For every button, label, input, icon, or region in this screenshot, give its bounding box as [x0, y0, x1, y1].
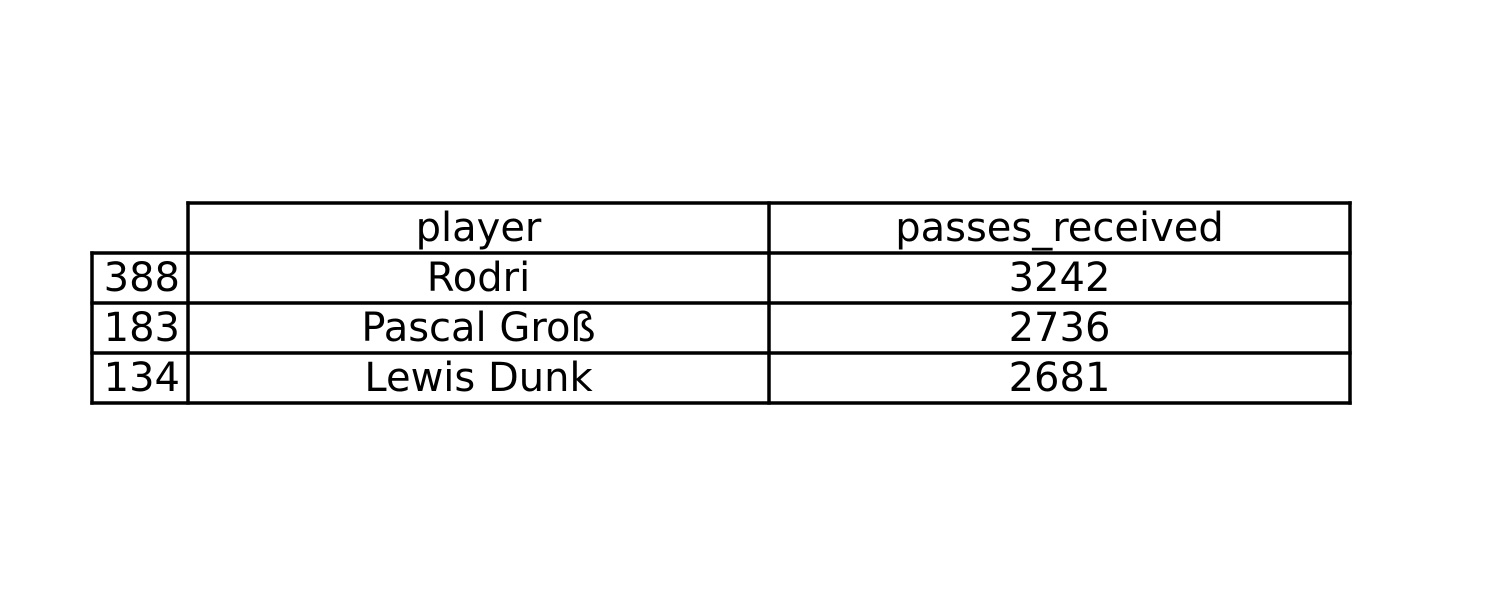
- player-cell: Pascal Groß: [361, 305, 595, 351]
- row-index: 134: [104, 355, 180, 401]
- player-cell: Lewis Dunk: [364, 355, 593, 401]
- passes-received-cell: 2736: [1009, 305, 1111, 351]
- table-cells: player passes_received 388 Rodri 3242 183 Pasc…: [104, 205, 1224, 401]
- player-cell: Rodri: [427, 255, 530, 301]
- column-header-player: player: [416, 205, 542, 251]
- table-grid: [90, 201, 1352, 405]
- row-index: 388: [104, 255, 180, 301]
- column-header-passes-received: passes_received: [895, 205, 1224, 251]
- row-index: 183: [104, 305, 180, 351]
- passes-received-cell: 3242: [1009, 255, 1111, 301]
- passes-received-cell: 2681: [1009, 355, 1111, 401]
